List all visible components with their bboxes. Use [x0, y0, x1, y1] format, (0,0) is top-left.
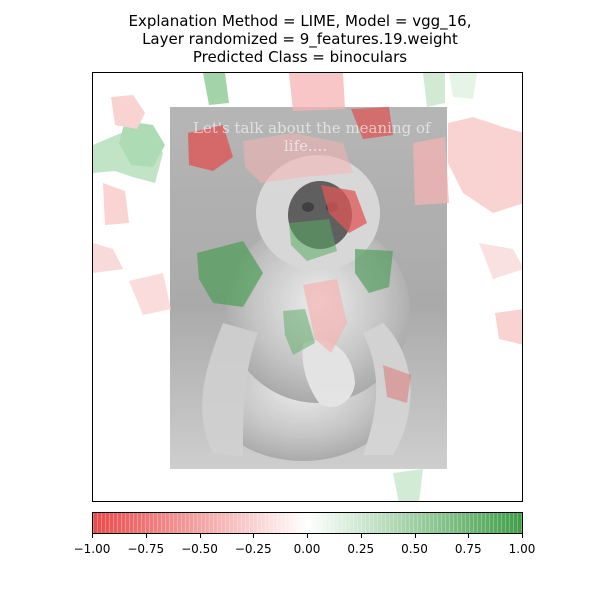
colorbar-tick-label: 0.50	[401, 542, 428, 556]
colorbar-tick	[92, 534, 93, 538]
colorbar-tick	[414, 534, 416, 538]
lime-overlay-image: Let's talk about the meaning of life....	[93, 73, 522, 501]
colorbar-tick	[468, 534, 470, 538]
title-line-3: Predicted Class = binoculars	[192, 48, 408, 66]
colorbar-tick	[145, 534, 147, 538]
title-line-2: Layer randomized = 9_features.19.weight	[142, 30, 458, 48]
colorbar-ticks: −1.00 −0.75 −0.50 −0.25 0.00 0.25 0.50 0.75 1.00	[74, 534, 535, 558]
image-panel: Let's talk about the meaning of life....	[92, 72, 523, 502]
colorbar-tick-label: 0.25	[347, 542, 375, 556]
colorbar-tick-label: 0.00	[293, 542, 321, 556]
colorbar-tick	[253, 534, 255, 538]
superpixel-overlay-subject	[188, 107, 411, 403]
colorbar-tick-label: 1.00	[508, 542, 536, 556]
colorbar-tick	[522, 534, 523, 538]
colorbar-tick-label: −0.25	[234, 542, 272, 556]
colorbar-tick-label: −0.75	[127, 542, 165, 556]
colorbar-tick-label: 0.75	[454, 542, 482, 556]
colorbar	[92, 512, 523, 534]
image-caption-line-1: Let's talk about the meaning of	[193, 119, 432, 137]
colorbar-tick	[307, 534, 308, 538]
colorbar-tick	[360, 534, 362, 538]
figure-title: Explanation Method = LIME, Model = vgg_1…	[0, 12, 600, 66]
colorbar-tick-label: −0.50	[181, 542, 218, 556]
title-line-1: Explanation Method = LIME, Model = vgg_1…	[128, 12, 472, 30]
colorbar-tick	[199, 534, 201, 538]
colorbar-tick-label: −1.00	[73, 542, 111, 556]
image-caption-line-2: life....	[284, 137, 327, 155]
colorbar-gradient	[93, 513, 522, 533]
superpixel-regions	[93, 73, 522, 501]
